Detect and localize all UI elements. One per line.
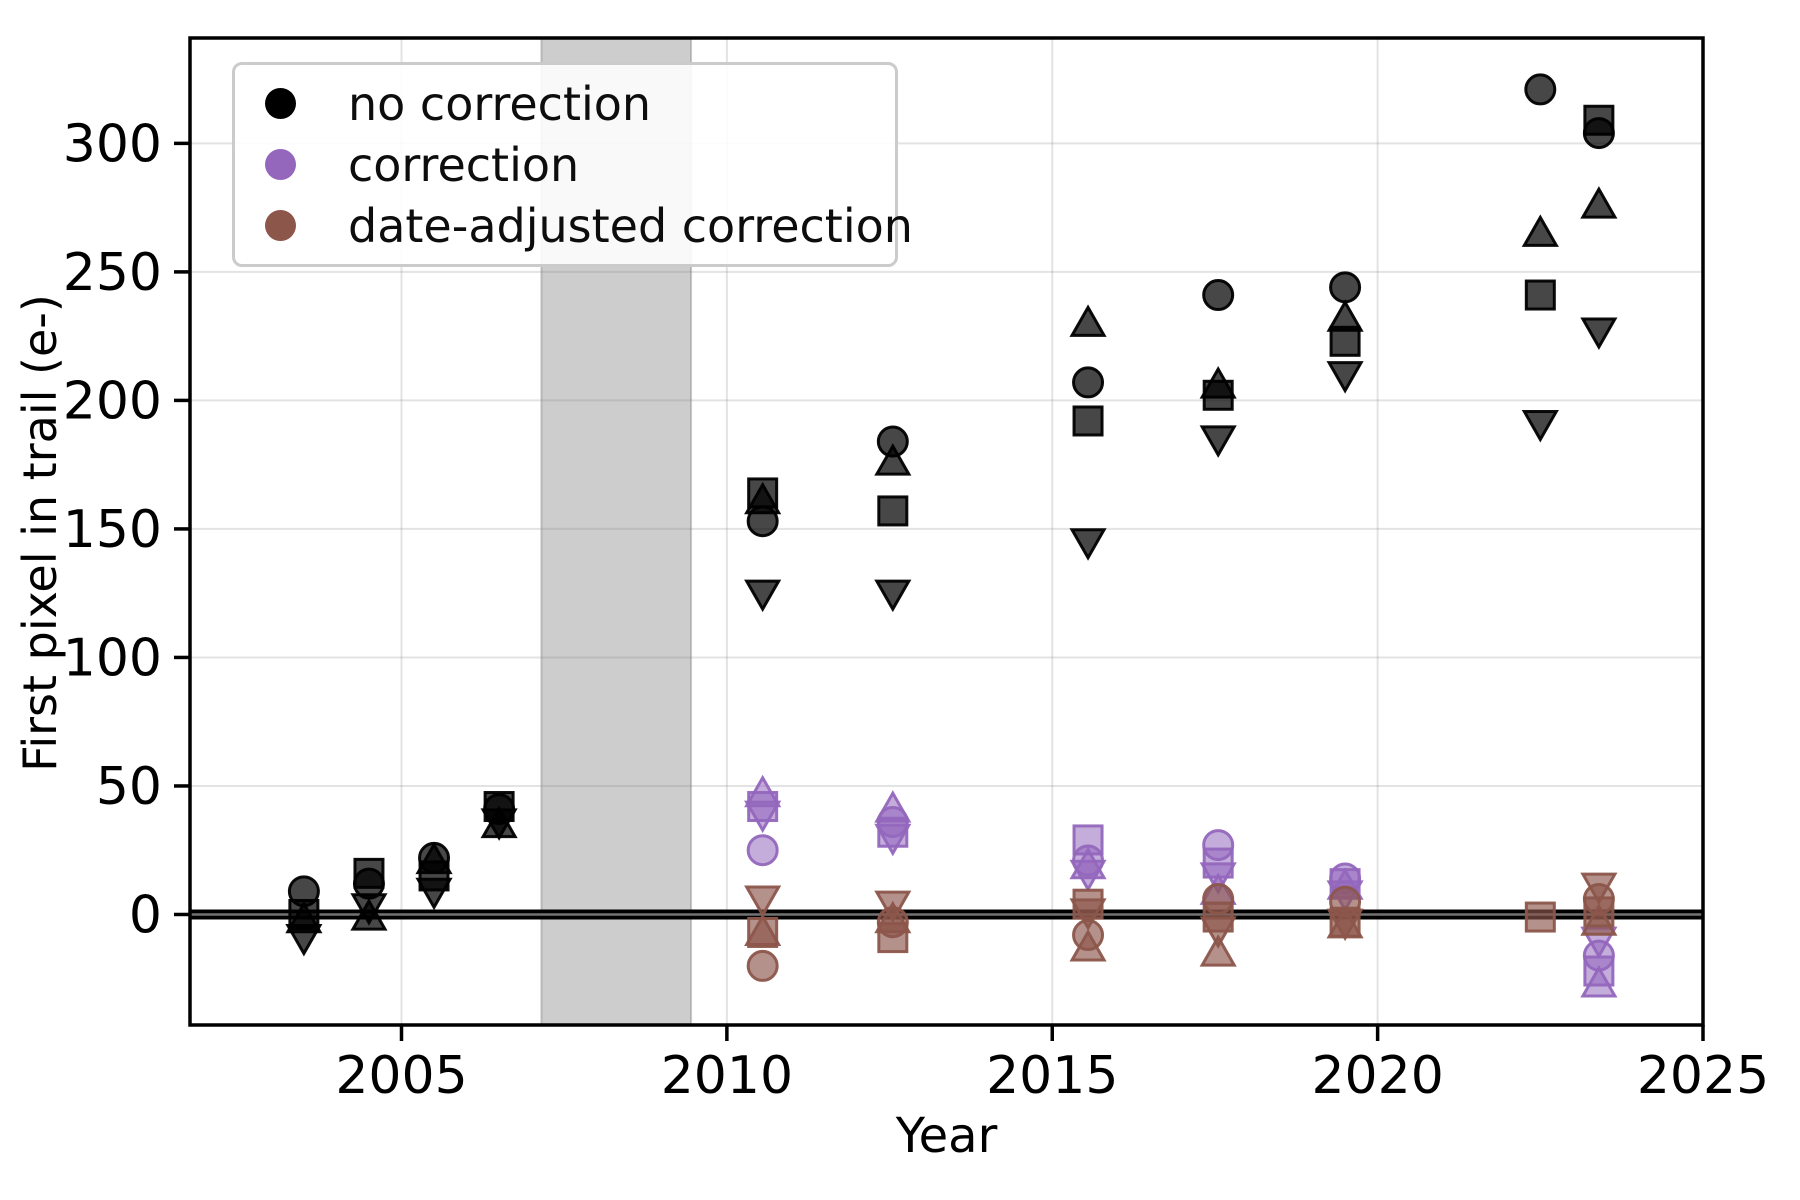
circle-data-point — [1582, 117, 1615, 150]
triangle_up-data-point — [1199, 934, 1237, 967]
triangle_up-data-point — [1580, 186, 1618, 219]
triangle_up-data-point — [1580, 964, 1618, 998]
triangle_up-data-point — [1326, 299, 1364, 332]
circle-data-point — [1202, 829, 1235, 862]
triangle_up-data-point — [744, 774, 782, 808]
plot-frame — [188, 36, 1705, 1027]
triangle_down-data-point — [1326, 361, 1364, 394]
square-data-point — [877, 495, 909, 527]
x-tick-label: 2015 — [986, 1046, 1118, 1106]
square-data-point — [1072, 405, 1104, 437]
triangle_down-data-point — [1521, 409, 1559, 443]
y-tick-label: 100 — [63, 628, 162, 688]
triangle_up-data-point — [1069, 304, 1107, 337]
circle-data-point — [1072, 366, 1105, 399]
legend-item-date-adjusted-correction: date-adjusted correction — [235, 203, 913, 249]
triangle_down-data-point — [1199, 425, 1237, 458]
circle-data-point — [746, 505, 779, 538]
x-tick-label: 2010 — [661, 1046, 793, 1106]
circle-data-point — [746, 949, 779, 982]
y-tick-label: 0 — [129, 885, 162, 945]
triangle_down-data-point — [1199, 916, 1237, 949]
square-data-point — [1329, 325, 1361, 357]
circle-data-point — [876, 425, 909, 458]
triangle_up-data-point — [744, 913, 782, 947]
x-axis-label: Year — [895, 1108, 998, 1164]
circle-data-point — [1072, 844, 1105, 877]
legend-label: correction — [348, 137, 580, 192]
axis-ticks: 2005 2010 2015 2020 2025 0 50 100 150 200 250 300 — [63, 114, 1769, 1106]
square-data-point — [1524, 279, 1556, 311]
triangle_up-data-point — [1199, 366, 1237, 399]
circle-data-point — [1202, 883, 1235, 916]
triangle_down-data-point — [1069, 898, 1107, 931]
triangle_down-data-point — [744, 579, 782, 613]
triangle_up-data-point — [350, 898, 388, 931]
triangle_up-data-point — [285, 900, 323, 934]
triangle_down-data-point — [1069, 528, 1107, 561]
y-tick-label: 250 — [63, 243, 162, 303]
circle-data-point — [876, 906, 909, 939]
circle-data-point — [483, 793, 516, 826]
legend-item-no-correction: no correction — [235, 81, 895, 127]
x-tick-label: 2005 — [335, 1046, 467, 1106]
circle-data-point — [287, 875, 320, 908]
legend: no correction correction date-adjusted c… — [232, 62, 913, 267]
circle-data-point — [1329, 885, 1362, 918]
circle-data-point — [1582, 939, 1615, 972]
series-date-adjusted-correction — [744, 872, 1618, 982]
circle-data-point — [876, 805, 909, 838]
triangle_down-data-point — [415, 877, 453, 911]
triangle_up-data-point — [1580, 903, 1618, 936]
legend-label: no correction — [348, 76, 652, 131]
triangle_up-data-point — [874, 443, 912, 476]
circle-data-point — [1072, 919, 1105, 952]
circle-data-point — [1202, 279, 1235, 312]
circle-data-point — [1524, 73, 1557, 106]
triangle_down-data-point — [744, 885, 782, 919]
y-tick-label: 50 — [96, 757, 162, 817]
y-tick-label: 200 — [63, 371, 162, 431]
circle-data-point — [352, 867, 385, 900]
triangle_down-data-point — [1580, 317, 1618, 350]
legend-label: date-adjusted correction — [348, 198, 913, 253]
y-axis-label: First pixel in trail (e-) — [13, 294, 67, 772]
legend-item-correction: correction — [235, 142, 895, 188]
y-tick-label: 300 — [63, 114, 162, 174]
circle-marker-icon — [265, 88, 296, 119]
series-no-correction — [285, 73, 1618, 957]
square-data-point — [1524, 901, 1556, 933]
x-tick-label: 2025 — [1637, 1046, 1769, 1106]
x-tick-label: 2020 — [1311, 1046, 1443, 1106]
triangle_up-data-point — [1521, 214, 1559, 247]
circle-data-point — [418, 841, 451, 874]
circle-data-point — [1582, 883, 1615, 916]
circle-marker-icon — [265, 210, 296, 241]
circle-marker-icon — [265, 149, 296, 180]
series-correction — [744, 774, 1618, 998]
circle-data-point — [746, 834, 779, 867]
triangle_down-data-point — [874, 579, 912, 613]
triangle_up-data-point — [1326, 905, 1364, 939]
y-tick-label: 150 — [63, 500, 162, 560]
circle-data-point — [1329, 271, 1362, 304]
